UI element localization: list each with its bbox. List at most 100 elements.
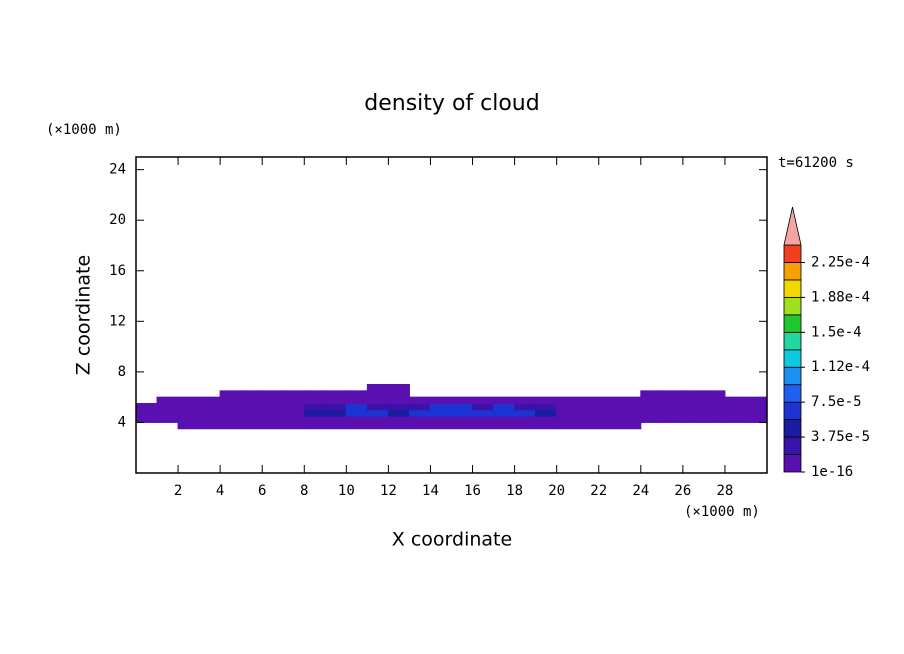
- contour-cell: [387, 415, 410, 423]
- y-tick-label: 20: [109, 212, 126, 228]
- contour-cell: [261, 409, 284, 417]
- contour-cell: [745, 415, 768, 423]
- colorbar-box: [783, 384, 802, 403]
- contour-cell: [366, 390, 389, 398]
- contour-cell: [535, 409, 558, 417]
- x-tick-label: 28: [717, 483, 734, 499]
- contour-cell: [703, 415, 726, 423]
- x-tick-label: 22: [590, 483, 607, 499]
- x-tick-label: 18: [506, 483, 523, 499]
- contour-cell: [640, 409, 663, 417]
- colorbar-tick-label: 3.75e-5: [811, 429, 870, 445]
- contour-cell: [429, 415, 452, 423]
- colorbar-box: [783, 262, 802, 281]
- contour-cell: [177, 402, 200, 411]
- colorbar-extend: [783, 206, 802, 246]
- contour-cell: [303, 409, 326, 417]
- y-tick-label: 12: [109, 313, 126, 329]
- contour-cell: [240, 390, 263, 398]
- contour-cell: [493, 402, 516, 411]
- contour-cell: [240, 421, 263, 430]
- contour-cell: [619, 396, 642, 404]
- colorbar-box: [783, 349, 802, 368]
- contour-field: [135, 384, 768, 430]
- contour-cell: [661, 390, 684, 398]
- contour-cell: [366, 409, 389, 417]
- contour-cell: [198, 396, 221, 404]
- contour-cell: [303, 402, 326, 411]
- contour-cell: [219, 396, 242, 404]
- contour-cell: [282, 409, 305, 417]
- x-tick-label: 26: [674, 483, 691, 499]
- contour-cell: [724, 409, 747, 417]
- contour-cell: [493, 409, 516, 417]
- contour-cell: [703, 402, 726, 411]
- contour-cell: [387, 390, 410, 398]
- contour-cell: [556, 415, 579, 423]
- contour-cell: [282, 390, 305, 398]
- contour-cell: [661, 402, 684, 411]
- contour-cell: [387, 402, 410, 411]
- contour-cell: [177, 421, 200, 430]
- x-tick-label: 8: [300, 483, 308, 499]
- contour-cell: [493, 421, 516, 430]
- contour-cell: [303, 396, 326, 404]
- contour-cell: [240, 415, 263, 423]
- contour-cell: [177, 415, 200, 423]
- contour-cell: [177, 396, 200, 404]
- contour-cell: [282, 396, 305, 404]
- contour-cell: [261, 390, 284, 398]
- contour-cell: [240, 409, 263, 417]
- contour-cell: [282, 421, 305, 430]
- contour-cell: [577, 421, 600, 430]
- y-tick-label: 16: [109, 263, 126, 279]
- contour-cell: [577, 402, 600, 411]
- contour-cell: [219, 402, 242, 411]
- contour-cell: [303, 421, 326, 430]
- contour-cell: [177, 409, 200, 417]
- contour-cell: [661, 415, 684, 423]
- contour-cell: [640, 396, 663, 404]
- contour-cell: [535, 396, 558, 404]
- contour-cell: [387, 384, 410, 392]
- contour-cell: [261, 396, 284, 404]
- contour-cell: [219, 415, 242, 423]
- contour-cell: [345, 390, 368, 398]
- contour-cell: [514, 396, 537, 404]
- contour-cell: [724, 402, 747, 411]
- contour-cell: [324, 415, 347, 423]
- contour-cell: [345, 409, 368, 417]
- chart-title: density of cloud: [364, 91, 539, 116]
- contour-cell: [282, 402, 305, 411]
- contour-cell: [324, 409, 347, 417]
- contour-cell: [619, 402, 642, 411]
- contour-cell: [535, 402, 558, 411]
- x-tick-label: 2: [174, 483, 182, 499]
- contour-cell: [219, 421, 242, 430]
- contour-cell: [703, 409, 726, 417]
- contour-cell: [135, 409, 158, 417]
- colorbar-tick-label: 1.12e-4: [811, 359, 870, 375]
- colorbar-box: [783, 436, 802, 455]
- contour-cell: [745, 396, 768, 404]
- contour-cell: [619, 421, 642, 430]
- contour-cell: [745, 409, 768, 417]
- colorbar-box: [783, 454, 802, 473]
- contour-cell: [745, 402, 768, 411]
- contour-cell: [661, 396, 684, 404]
- contour-cell: [556, 396, 579, 404]
- contour-cell: [577, 415, 600, 423]
- contour-cell: [514, 402, 537, 411]
- contour-cell: [556, 409, 579, 417]
- colorbar-tick-label: 7.5e-5: [811, 394, 862, 410]
- contour-cell: [619, 409, 642, 417]
- contour-cell: [493, 415, 516, 423]
- contour-cell: [408, 421, 431, 430]
- contour-cell: [135, 415, 158, 423]
- contour-cell: [261, 421, 284, 430]
- contour-cell: [345, 421, 368, 430]
- contour-cell: [451, 409, 474, 417]
- contour-cell: [472, 415, 495, 423]
- contour-cell: [261, 415, 284, 423]
- contour-cell: [408, 409, 431, 417]
